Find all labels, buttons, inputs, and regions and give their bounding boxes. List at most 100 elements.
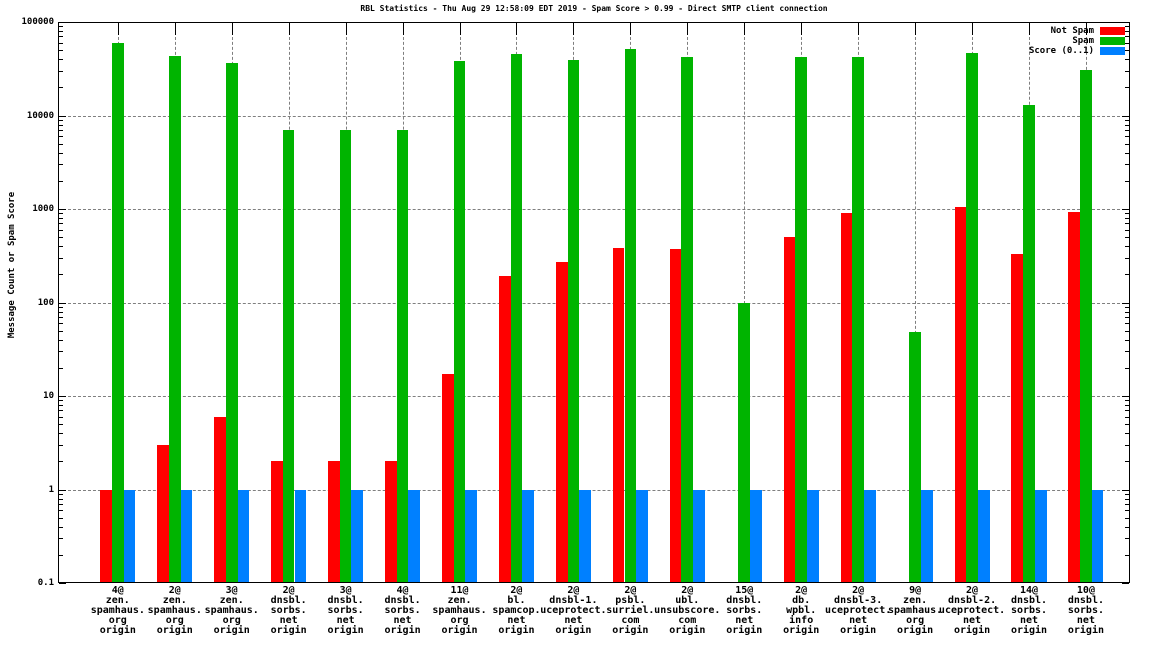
bar-not-spam — [555, 262, 568, 583]
legend-swatch-spam-icon — [1100, 37, 1125, 45]
y-axis-minor-tick — [1125, 26, 1129, 28]
y-tick-label: 1000 — [32, 204, 54, 214]
y-axis-minor-tick — [59, 410, 63, 412]
y-axis-minor-tick — [1125, 517, 1129, 519]
y-axis-minor-tick — [59, 42, 63, 44]
bar-spam — [738, 302, 751, 583]
y-axis-minor-tick — [59, 59, 63, 61]
y-axis-minor-tick — [1125, 503, 1129, 505]
bar-score-0-1 — [294, 489, 307, 583]
y-axis-minor-tick — [1125, 538, 1129, 540]
gridline-vertical — [915, 22, 917, 583]
bar-not-spam — [328, 461, 340, 583]
y-axis-minor-tick — [1125, 119, 1129, 121]
bar-spam — [966, 52, 978, 583]
bar-not-spam — [669, 249, 682, 583]
y-axis-major-tick — [1122, 583, 1129, 584]
y-axis-major-tick — [59, 22, 66, 23]
legend-row-spam: Spam — [1072, 37, 1125, 46]
chart-title: RBL Statistics - Thu Aug 29 12:58:09 EDT… — [360, 4, 828, 13]
y-axis-minor-tick — [59, 526, 63, 528]
y-axis-minor-tick — [1125, 143, 1129, 145]
y-axis-minor-tick — [59, 339, 63, 341]
x-category-label: 15@ dnsbl. sorbs. net origin — [726, 585, 763, 636]
y-axis-minor-tick — [1125, 42, 1129, 44]
bar-not-spam — [783, 237, 796, 583]
bar-score-0-1 — [636, 489, 648, 583]
y-axis-minor-tick — [59, 306, 63, 308]
x-axis-top-tick — [345, 23, 347, 35]
y-axis-minor-tick — [1125, 416, 1129, 418]
bar-not-spam — [954, 207, 967, 583]
x-category-label: 2@ db. wpbl. info origin — [783, 585, 820, 636]
bar-score-0-1 — [1034, 489, 1047, 583]
y-axis-minor-tick — [59, 129, 63, 131]
bar-not-spam — [157, 444, 169, 583]
bar-spam — [282, 129, 295, 583]
x-axis-top-tick — [174, 23, 176, 35]
y-axis-minor-tick — [1125, 218, 1129, 220]
x-category-label: 2@ dnsbl-1. uceprotect. net origin — [540, 585, 607, 636]
bar-score-0-1 — [750, 489, 762, 583]
y-axis-minor-tick — [1125, 493, 1129, 495]
y-axis-minor-tick — [59, 367, 63, 369]
y-axis-minor-tick — [1125, 229, 1129, 231]
bar-score-0-1 — [693, 489, 705, 583]
x-axis-top-tick — [801, 23, 803, 35]
bar-spam — [225, 63, 238, 583]
y-axis-minor-tick — [59, 316, 63, 318]
y-axis-minor-tick — [1125, 510, 1129, 512]
y-axis-minor-tick — [59, 237, 63, 239]
y-axis-minor-tick — [59, 26, 63, 28]
bar-spam — [111, 42, 124, 583]
y-axis-minor-tick — [1125, 246, 1129, 248]
y-axis-major-tick — [1122, 115, 1129, 117]
x-axis-top-tick — [858, 23, 860, 35]
x-axis-top-tick — [231, 23, 233, 35]
x-category-label: 2@ zen. spamhaus. org origin — [147, 585, 202, 636]
bar-not-spam — [100, 489, 112, 583]
y-axis-minor-tick — [1125, 237, 1129, 239]
y-axis-major-tick — [59, 209, 66, 210]
y-axis-minor-tick — [1125, 274, 1129, 276]
plot-frame — [58, 22, 1130, 583]
x-category-label: 4@ zen. spamhaus. org origin — [90, 585, 145, 636]
y-axis-minor-tick — [59, 223, 63, 225]
y-axis-minor-tick — [1125, 433, 1129, 435]
legend-row-not-spam: Not Spam — [1051, 27, 1125, 36]
y-axis-minor-tick — [59, 461, 63, 463]
x-category-label: 2@ psbl. surriel. com origin — [606, 585, 655, 636]
y-axis-minor-tick — [1125, 164, 1129, 166]
y-axis-minor-tick — [59, 164, 63, 166]
bar-spam — [624, 48, 637, 583]
bar-score-0-1 — [977, 489, 990, 583]
bar-spam — [510, 53, 523, 583]
bar-score-0-1 — [920, 489, 933, 583]
x-category-label: 10@ dnsbl. sorbs. net origin — [1067, 585, 1104, 636]
bar-spam — [1023, 104, 1035, 583]
x-axis-top-tick — [744, 23, 746, 35]
y-tick-label: 0.1 — [37, 578, 54, 588]
bar-score-0-1 — [237, 489, 250, 583]
y-axis-minor-tick — [59, 213, 63, 215]
y-axis-minor-tick — [1125, 136, 1129, 138]
legend-row-score: Score (0..1) — [1029, 47, 1125, 56]
x-category-label: 3@ dnsbl. sorbs. net origin — [327, 585, 364, 636]
x-category-label: 4@ dnsbl. sorbs. net origin — [384, 585, 421, 636]
y-axis-minor-tick — [1125, 410, 1129, 412]
y-axis-major-tick — [1122, 489, 1129, 491]
y-axis-minor-tick — [1125, 306, 1129, 308]
y-axis-minor-tick — [1125, 339, 1129, 341]
y-axis-minor-tick — [1125, 311, 1129, 313]
bar-spam — [909, 332, 921, 583]
x-category-label: 2@ bl. spamcop. net origin — [492, 585, 541, 636]
y-axis-minor-tick — [59, 444, 63, 446]
y-axis-minor-tick — [1125, 31, 1129, 33]
bar-not-spam — [214, 416, 226, 583]
y-axis-minor-tick — [59, 538, 63, 540]
y-axis-minor-tick — [59, 152, 63, 154]
y-axis-minor-tick — [59, 424, 63, 426]
y-axis-minor-tick — [59, 493, 63, 495]
gridline-horizontal — [58, 115, 1130, 117]
x-axis-top-tick — [1029, 23, 1030, 35]
